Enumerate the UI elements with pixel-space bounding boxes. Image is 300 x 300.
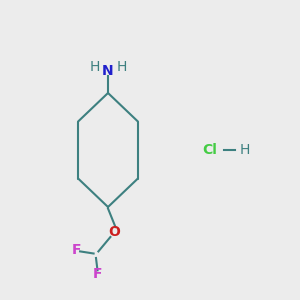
- Text: H: H: [89, 60, 100, 74]
- Text: N: N: [102, 64, 114, 77]
- Text: Cl: Cl: [202, 143, 217, 157]
- Text: H: H: [239, 143, 250, 157]
- Text: F: F: [72, 244, 81, 257]
- Text: H: H: [116, 60, 127, 74]
- Text: F: F: [93, 268, 102, 281]
- Text: O: O: [108, 226, 120, 239]
